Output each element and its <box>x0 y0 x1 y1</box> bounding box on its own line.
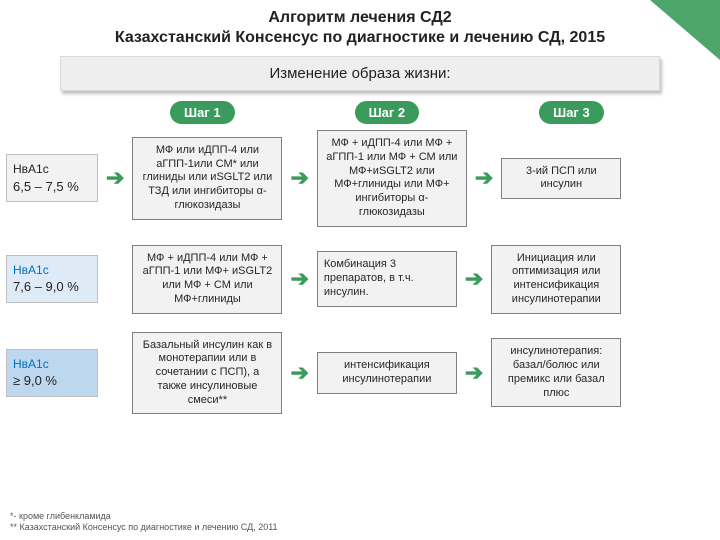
row-1: HвA1c 6,5 – 7,5 % ➔ МФ или иДПП-4 или аГ… <box>6 130 710 227</box>
hba1c-band-3: HвA1c ≥ 9,0 % <box>6 349 98 397</box>
steps-row: Шаг 1 Шаг 2 Шаг 3 <box>170 101 720 124</box>
footnote-1: *- кроме глибенкламида <box>10 511 278 523</box>
row3-step2-box: интенсификация инсулинотерапии <box>317 352 457 394</box>
hba1c-label: HвA1c <box>13 161 91 177</box>
arrow-icon: ➔ <box>104 167 126 189</box>
arrow-icon: ➔ <box>473 167 495 189</box>
hba1c-value: 6,5 – 7,5 % <box>13 178 91 196</box>
arrow-icon: ➔ <box>288 362 310 384</box>
row2-step1-box: МФ + иДПП-4 или МФ + аГПП-1 или МФ+ иSGL… <box>132 245 282 314</box>
row1-step2-box: МФ + иДПП-4 или МФ + аГПП-1 или МФ + СМ … <box>317 130 467 227</box>
arrow-icon: ➔ <box>288 167 310 189</box>
corner-decoration <box>650 0 720 60</box>
hba1c-label: HвA1c <box>13 356 91 372</box>
title-line-2: Казахстанский Консенсус по диагностике и… <box>115 29 605 46</box>
title-line-1: Алгоритм лечения СД2 <box>268 9 451 26</box>
algorithm-grid: HвA1c 6,5 – 7,5 % ➔ МФ или иДПП-4 или аГ… <box>6 130 710 414</box>
step-3-pill: Шаг 3 <box>539 101 604 124</box>
row1-step1-box: МФ или иДПП-4 или аГПП-1или СМ* или глин… <box>132 137 282 220</box>
row3-step3-box: инсулинотерапия: базал/болюс или премикс… <box>491 338 621 407</box>
row-3: HвA1c ≥ 9,0 % ➔ Базальный инсулин как в … <box>6 332 710 415</box>
hba1c-value: 7,6 – 9,0 % <box>13 278 91 296</box>
row2-step3-box: Инициация или оптимизация или интенсифик… <box>491 245 621 314</box>
footnotes: *- кроме глибенкламида ** Казахстанский … <box>10 511 278 534</box>
hba1c-value: ≥ 9,0 % <box>13 372 91 390</box>
row3-step1-box: Базальный инсулин как в монотерапии или … <box>132 332 282 415</box>
row1-step3-box: 3-ий ПСП или инсулин <box>501 158 621 200</box>
footnote-2: ** Казахстанский Консенсус по диагностик… <box>10 522 278 534</box>
hba1c-label: HвA1c <box>13 262 91 278</box>
arrow-icon: ➔ <box>463 362 485 384</box>
row2-step2-box: Комбинация 3 препаратов, в т.ч. инсулин. <box>317 251 457 306</box>
hba1c-band-2: HвA1c 7,6 – 9,0 % <box>6 255 98 303</box>
step-1-pill: Шаг 1 <box>170 101 235 124</box>
arrow-icon: ➔ <box>463 268 485 290</box>
row-2: HвA1c 7,6 – 9,0 % ➔ МФ + иДПП-4 или МФ +… <box>6 245 710 314</box>
arrow-icon: ➔ <box>288 268 310 290</box>
hba1c-band-1: HвA1c 6,5 – 7,5 % <box>6 154 98 202</box>
lifestyle-bar: Изменение образа жизни: <box>60 56 660 91</box>
step-2-pill: Шаг 2 <box>355 101 420 124</box>
page-title: Алгоритм лечения СД2 Казахстанский Консе… <box>0 0 720 54</box>
